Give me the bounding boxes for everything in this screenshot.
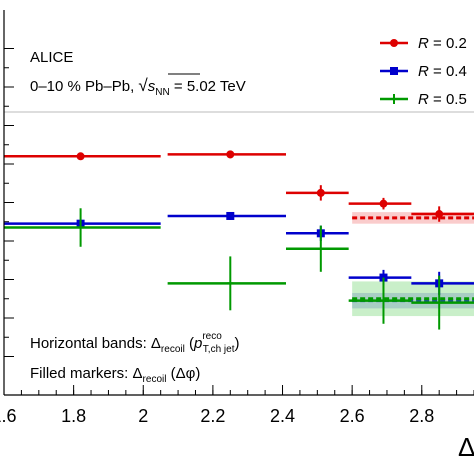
legend-var-r02: R: [418, 35, 429, 52]
note1-var: p: [193, 335, 202, 352]
x-tick-label: 2.8: [409, 406, 434, 426]
legend-item-r04: R = 0.4: [380, 63, 467, 80]
axis-ticks: [3, 48, 474, 395]
x-tick-labels: 1.6 1.8 2 2.2 2.4 2.6 2.8: [0, 406, 434, 426]
legend-label-r04: R = 0.4: [418, 63, 467, 80]
legend-value-r04: = 0.4: [429, 63, 467, 80]
note2-sub: recoil: [143, 374, 167, 385]
x-tick-label: 2: [138, 406, 148, 426]
note-horizontal-bands: Horizontal bands: Δrecoil (preco T,ch jet…: [30, 331, 239, 355]
note1-sub2: T,ch jet: [203, 344, 235, 355]
energy-variable: s: [148, 78, 156, 95]
experiment-label: ALICE: [30, 49, 73, 66]
energy-value: = 5.02 TeV: [170, 78, 246, 95]
legend-var-r04: R: [418, 63, 429, 80]
legend: R = 0.2 R = 0.4 R = 0.5: [380, 35, 467, 108]
data-point: [76, 152, 85, 161]
data-point: [316, 188, 325, 197]
note1-prefix: Horizontal bands: Δ: [30, 335, 161, 352]
energy-subscript: NN: [155, 87, 169, 98]
data-point: [226, 211, 235, 220]
x-axis-label-fragment: Δ: [458, 432, 474, 462]
note1-suffix: ): [234, 335, 239, 352]
legend-value-r05: = 0.5: [429, 91, 467, 108]
legend-label-r05: R = 0.5: [418, 91, 467, 108]
note1-sup: reco: [202, 331, 222, 342]
note1-mid: (: [185, 335, 194, 352]
x-tick-label: 2.6: [340, 406, 365, 426]
data-point: [226, 150, 235, 159]
x-tick-label: 1.6: [0, 406, 17, 426]
legend-marker-r02: [390, 39, 398, 47]
x-tick-label: 1.8: [61, 406, 86, 426]
data-point: [379, 199, 388, 208]
note2-prefix: Filled markers: Δ: [30, 365, 143, 382]
collision-label-prefix: 0–10 % Pb–Pb,: [30, 78, 138, 95]
points-layer: [4, 150, 474, 330]
data-point: [435, 210, 444, 219]
note1-sub: recoil: [161, 344, 185, 355]
legend-item-r02: R = 0.2: [380, 35, 467, 52]
sqrt-symbol: √: [138, 76, 148, 95]
note2-mid: (Δφ): [166, 365, 200, 382]
x-tick-label: 2.2: [200, 406, 225, 426]
legend-value-r02: = 0.2: [429, 35, 467, 52]
note-filled-markers: Filled markers: Δrecoil (Δφ): [30, 365, 200, 385]
collision-label: 0–10 % Pb–Pb, √sNN = 5.02 TeV: [30, 76, 246, 98]
legend-item-r05: R = 0.5: [380, 91, 467, 108]
legend-marker-r04: [390, 67, 398, 75]
legend-var-r05: R: [418, 91, 429, 108]
legend-label-r02: R = 0.2: [418, 35, 467, 52]
x-tick-label: 2.4: [270, 406, 295, 426]
